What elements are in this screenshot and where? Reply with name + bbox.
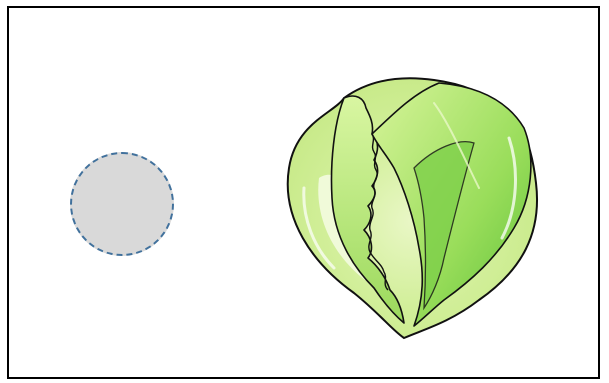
canvas-frame [7, 6, 600, 379]
drop-target-circle[interactable] [70, 152, 174, 256]
lettuce-icon[interactable] [274, 68, 554, 343]
